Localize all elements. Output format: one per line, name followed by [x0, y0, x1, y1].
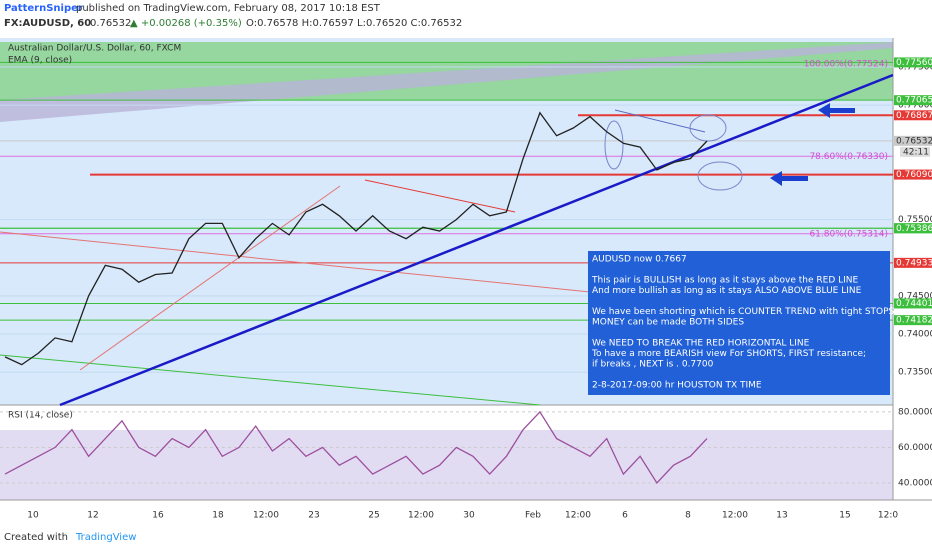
- x-tick-label: 6: [622, 511, 628, 521]
- y-tick-label: 0.74000: [898, 330, 932, 340]
- rsi-tick-label: 60.0000: [898, 443, 932, 453]
- level-label: 0.74933: [896, 258, 932, 268]
- ema-label: EMA (9, close): [8, 56, 72, 66]
- x-tick-label: Feb: [525, 511, 541, 521]
- note-line: And more bullish as long as it stays ALS…: [592, 286, 862, 296]
- note-line: We NEED TO BREAK THE RED HORIZONTAL LINE: [592, 339, 810, 349]
- note-line: We have been shorting which is COUNTER T…: [592, 307, 895, 317]
- trend-red-2: [79, 185, 341, 371]
- published: published on TradingView.com, February 0…: [76, 3, 381, 14]
- rsi-tick-label: 80.0000: [898, 407, 932, 417]
- ohlc: O:0.76578 H:0.76597 L:0.76520 C:0.76532: [246, 18, 462, 29]
- rsi-title: RSI (14, close): [8, 411, 73, 421]
- level-label: 0.75386: [896, 224, 932, 234]
- x-tick-label: 12:00: [408, 511, 434, 521]
- y-tick-label: 0.75500: [898, 215, 932, 225]
- level-tag: [894, 110, 932, 121]
- note-line: To have a more BEARISH view For SHORTS, …: [591, 349, 866, 359]
- trend-red-3: [364, 179, 516, 213]
- main-title: Australian Dollar/U.S. Dollar, 60, FXCM: [8, 44, 181, 54]
- x-tick-label: 12:00: [565, 511, 591, 521]
- author: PatternSniper: [4, 3, 83, 14]
- x-tick-label: 12:00: [722, 511, 748, 521]
- note-box: [588, 251, 890, 395]
- x-tick-label: 16: [152, 511, 164, 521]
- symbol: FX:AUDUSD, 60: [4, 18, 91, 29]
- level-tag: [894, 57, 932, 68]
- y-tick-label: 0.77500: [898, 62, 932, 72]
- ellipse: [689, 114, 727, 142]
- x-tick-label: 15: [839, 511, 850, 521]
- level-tag: [894, 169, 932, 180]
- note-line: MONEY can be made BOTH SIDES: [592, 318, 744, 328]
- y-tick-label: 0.73500: [898, 368, 932, 378]
- x-tick-label: 12:00: [253, 511, 279, 521]
- arrow: [770, 171, 808, 186]
- level-tag: [894, 135, 932, 146]
- ellipse: [604, 120, 624, 170]
- countdown-tag: [900, 146, 930, 157]
- x-tick-label: 12: [87, 511, 98, 521]
- x-tick-label: 30: [463, 511, 475, 521]
- level-tag: [894, 315, 932, 326]
- level-label: 0.74401: [896, 299, 932, 309]
- rsi-band: [0, 430, 893, 500]
- level-tag: [894, 298, 932, 309]
- x-tick-label: 23: [308, 511, 319, 521]
- fib-label: 78.60%(0.76330): [809, 152, 888, 162]
- rsi-tick-label: 40.0000: [898, 478, 932, 488]
- level-label: 0.77560: [896, 58, 932, 68]
- note-line: AUDUSD now 0.7667: [592, 255, 687, 265]
- y-tick-label: 0.77000: [898, 101, 932, 111]
- created: Created with: [4, 532, 68, 543]
- level-tag: [894, 95, 932, 106]
- level-label: 0.76867: [896, 111, 932, 121]
- note-line: This pair is BULLISH as long as it stays…: [591, 276, 859, 286]
- level-tag: [894, 223, 932, 234]
- fib-label: 100.00%(0.77524): [804, 60, 888, 70]
- x-tick-label: 8: [685, 511, 691, 521]
- fib-label: 61.80%(0.75314): [809, 229, 888, 239]
- trend-red: [0, 231, 591, 293]
- price-line: [4, 410, 708, 485]
- ellipse: [697, 161, 743, 191]
- blue-trendline: [59, 73, 894, 407]
- x-tick-label: 25: [368, 511, 379, 521]
- level-label: 0.76090: [896, 170, 932, 180]
- x-tick-label: 18: [212, 511, 224, 521]
- change: ▲ +0.00268 (+0.35%): [130, 18, 242, 29]
- note-line: if breaks , NEXT is . 0.7700: [592, 360, 714, 370]
- x-tick-label: 12:0: [878, 511, 898, 521]
- arrow: [818, 103, 855, 118]
- last: 0.76532: [90, 18, 131, 29]
- level-label: 0.76532: [896, 136, 932, 146]
- x-tick-label: 13: [776, 511, 787, 521]
- level-label: 0.77065: [896, 96, 932, 106]
- brand: TradingView: [75, 532, 136, 543]
- y-tick-label: 0.74500: [898, 291, 932, 301]
- countdown: 42:11: [903, 147, 929, 157]
- price-line: [4, 111, 708, 366]
- note-line: 2-8-2017-09:00 hr HOUSTON TX TIME: [592, 381, 762, 391]
- level-label: 0.74182: [896, 316, 932, 326]
- level-tag: [894, 257, 932, 268]
- x-tick-label: 10: [27, 511, 39, 521]
